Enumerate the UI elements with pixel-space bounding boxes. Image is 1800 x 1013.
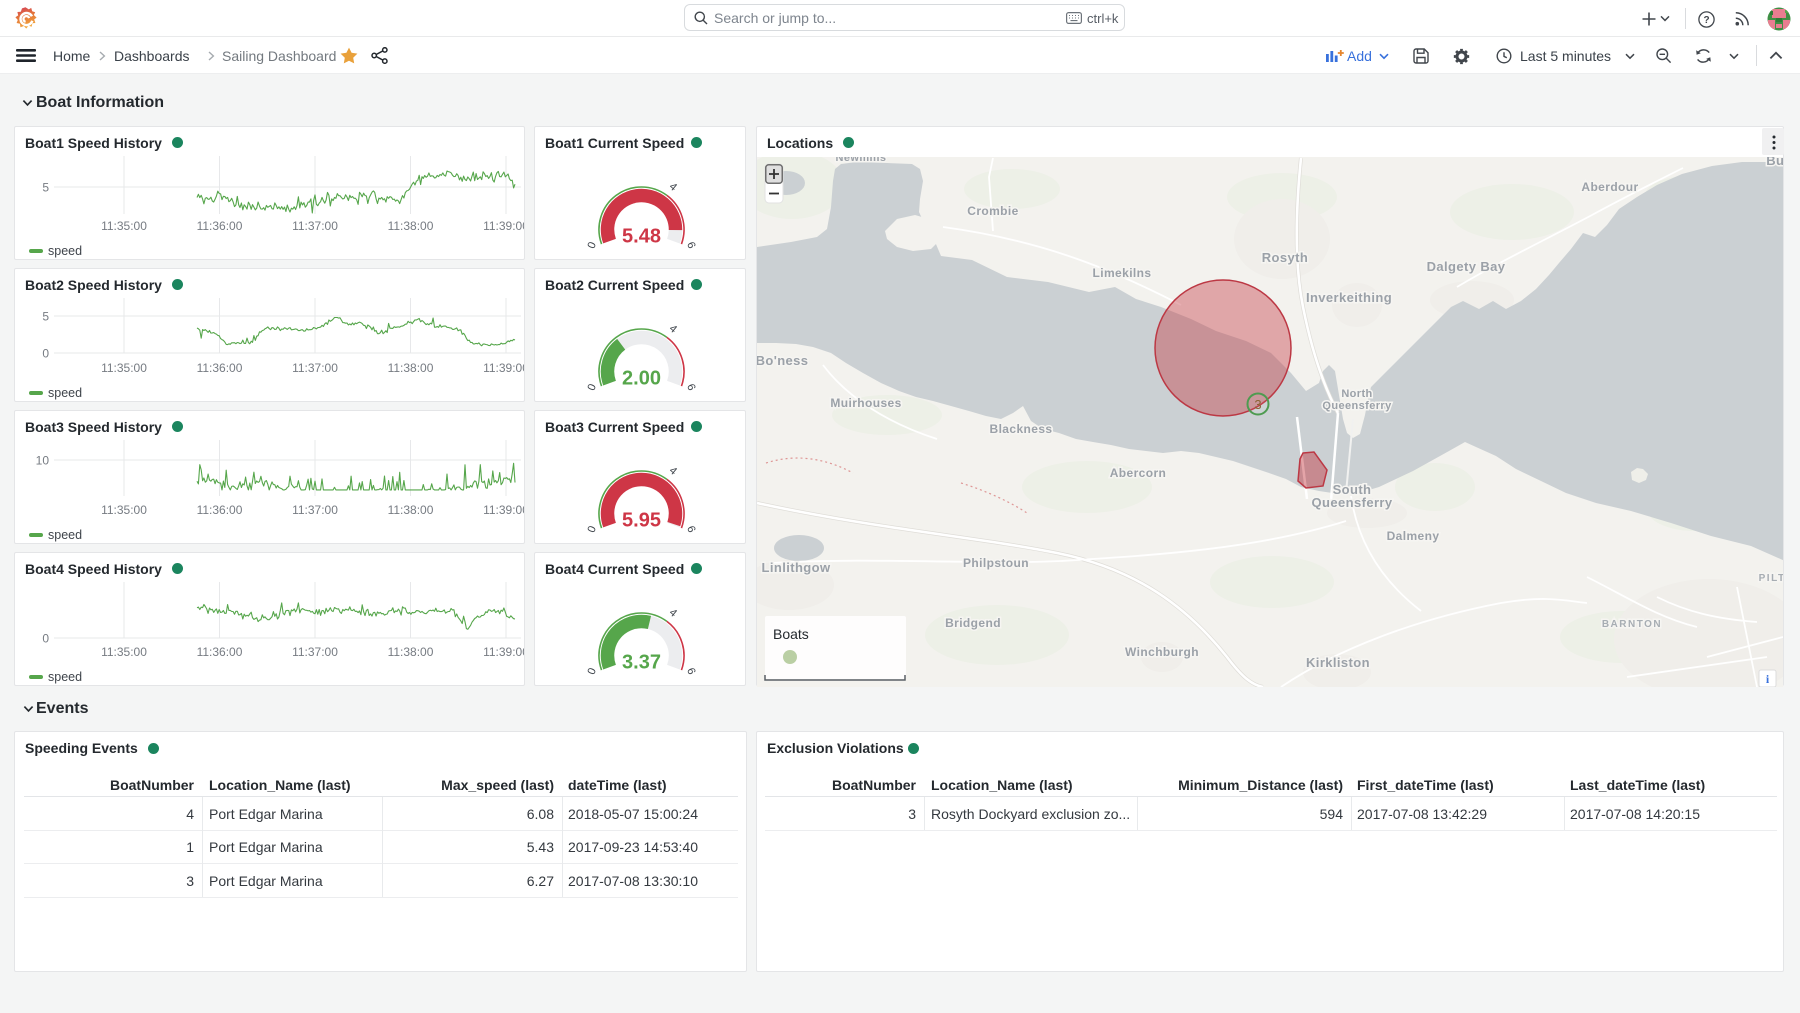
- svg-text:5.95: 5.95: [622, 510, 661, 532]
- svg-text:Crombie: Crombie: [967, 204, 1018, 218]
- svg-text:Bur: Bur: [1766, 157, 1783, 168]
- svg-text:6: 6: [684, 240, 697, 250]
- svg-text:Kirkliston: Kirkliston: [1306, 655, 1370, 670]
- svg-text:i: i: [1766, 672, 1770, 686]
- svg-text:2.00: 2.00: [622, 368, 661, 390]
- svg-text:5.48: 5.48: [622, 226, 661, 248]
- svg-text:0: 0: [586, 524, 599, 534]
- svg-text:3.37: 3.37: [622, 652, 661, 674]
- svg-text:11:39:00: 11:39:00: [483, 219, 524, 233]
- svg-text:10: 10: [36, 454, 50, 468]
- svg-text:0: 0: [586, 382, 599, 392]
- svg-text:Muirhouses: Muirhouses: [830, 396, 901, 410]
- svg-text:11:36:00: 11:36:00: [197, 361, 243, 375]
- svg-text:3: 3: [1254, 397, 1261, 412]
- svg-text:6: 6: [684, 666, 697, 676]
- svg-text:?: ?: [1703, 15, 1709, 26]
- svg-text:11:36:00: 11:36:00: [197, 645, 243, 659]
- svg-text:11:38:00: 11:38:00: [388, 645, 434, 659]
- svg-text:11:37:00: 11:37:00: [292, 361, 338, 375]
- svg-text:Newmills: Newmills: [836, 157, 887, 164]
- svg-text:5: 5: [42, 181, 49, 195]
- svg-text:Winchburgh: Winchburgh: [1125, 645, 1199, 659]
- svg-text:South: South: [1333, 482, 1372, 497]
- svg-text:5: 5: [42, 310, 49, 324]
- svg-text:Aberdour: Aberdour: [1581, 180, 1638, 194]
- svg-text:Abercorn: Abercorn: [1110, 466, 1167, 480]
- svg-text:Philpstoun: Philpstoun: [963, 556, 1029, 570]
- svg-text:0: 0: [42, 632, 49, 646]
- svg-text:11:38:00: 11:38:00: [388, 503, 434, 517]
- svg-text:0: 0: [586, 240, 599, 250]
- svg-text:speed: speed: [48, 386, 82, 400]
- svg-text:4: 4: [667, 323, 679, 336]
- svg-text:11:39:00: 11:39:00: [483, 361, 524, 375]
- svg-text:Dalmeny: Dalmeny: [1387, 529, 1440, 543]
- svg-text:4: 4: [667, 181, 679, 194]
- svg-text:11:35:00: 11:35:00: [101, 361, 147, 375]
- svg-text:11:35:00: 11:35:00: [101, 503, 147, 517]
- svg-text:Queensferry: Queensferry: [1312, 495, 1393, 510]
- svg-text:speed: speed: [48, 670, 82, 684]
- svg-text:6: 6: [684, 524, 697, 534]
- svg-text:11:38:00: 11:38:00: [388, 361, 434, 375]
- svg-text:4: 4: [667, 465, 679, 478]
- svg-text:Limekilns: Limekilns: [1093, 266, 1152, 280]
- svg-text:11:37:00: 11:37:00: [292, 645, 338, 659]
- svg-text:0: 0: [586, 666, 599, 676]
- svg-text:11:35:00: 11:35:00: [101, 645, 147, 659]
- svg-text:11:37:00: 11:37:00: [292, 503, 338, 517]
- svg-text:North: North: [1341, 388, 1372, 400]
- svg-text:Rosyth: Rosyth: [1262, 250, 1308, 265]
- svg-text:Linlithgow: Linlithgow: [762, 560, 831, 575]
- svg-text:Bo'ness: Bo'ness: [757, 353, 808, 368]
- svg-text:11:37:00: 11:37:00: [292, 219, 338, 233]
- svg-text:11:38:00: 11:38:00: [388, 219, 434, 233]
- svg-text:11:35:00: 11:35:00: [101, 219, 147, 233]
- svg-text:Queensferry: Queensferry: [1322, 400, 1392, 412]
- svg-text:11:39:00: 11:39:00: [483, 645, 524, 659]
- svg-text:Inverkeithing: Inverkeithing: [1306, 290, 1392, 305]
- svg-text:Dalgety Bay: Dalgety Bay: [1427, 259, 1506, 274]
- svg-text:speed: speed: [48, 528, 82, 542]
- svg-text:6: 6: [684, 382, 697, 392]
- svg-text:4: 4: [667, 607, 679, 620]
- svg-text:Bridgend: Bridgend: [945, 616, 1001, 630]
- svg-text:Blackness: Blackness: [990, 422, 1053, 436]
- svg-text:speed: speed: [48, 244, 82, 258]
- svg-text:BARNTON: BARNTON: [1602, 619, 1662, 630]
- svg-text:11:39:00: 11:39:00: [483, 503, 524, 517]
- svg-text:PILTON: PILTON: [1759, 573, 1783, 584]
- svg-text:Boats: Boats: [773, 626, 809, 642]
- svg-text:11:36:00: 11:36:00: [197, 219, 243, 233]
- svg-text:0: 0: [42, 347, 49, 361]
- svg-text:11:36:00: 11:36:00: [197, 503, 243, 517]
